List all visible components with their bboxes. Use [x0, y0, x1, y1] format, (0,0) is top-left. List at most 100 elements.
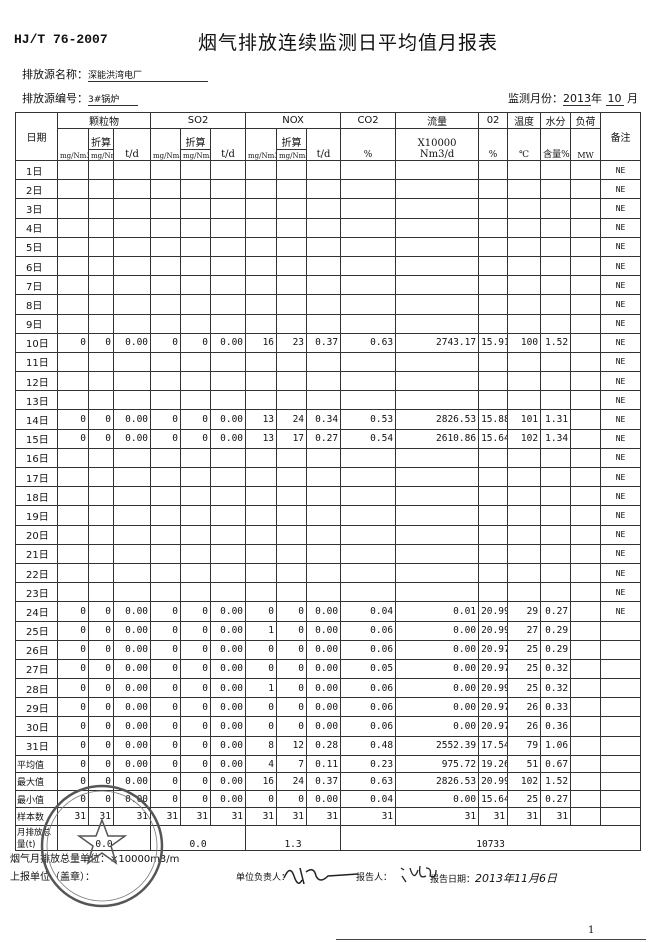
value-cell — [570, 754, 602, 774]
value-cell — [88, 390, 114, 411]
value-cell — [210, 217, 247, 238]
value-cell — [180, 505, 212, 526]
value-cell: 7 — [276, 754, 308, 774]
value-cell — [340, 236, 397, 257]
table-row: 5日 NE — [15, 236, 642, 257]
value-cell — [306, 505, 342, 526]
value-cell: 0 — [245, 639, 278, 660]
value-cell — [245, 179, 278, 200]
value-cell — [112, 179, 152, 200]
table-row: 19日 NE — [15, 505, 642, 526]
value-cell: 16 — [245, 772, 278, 791]
value-cell — [57, 447, 89, 469]
value-cell: 0 — [150, 409, 182, 430]
value-cell — [112, 543, 152, 564]
row-date: 8日 — [15, 294, 58, 315]
row-date: 10日 — [15, 332, 58, 353]
value-cell — [507, 543, 542, 564]
value-cell: 26 — [507, 716, 542, 737]
value-cell — [276, 179, 308, 200]
value-cell: 0.06 — [340, 697, 397, 718]
value-cell: 0.23 — [340, 754, 397, 774]
value-cell — [306, 390, 342, 411]
value-cell — [570, 179, 602, 200]
table-row: 30日 0 0 0.00 0 0 0.00 0 0 0.00 0.06 0.00 20.97 26 0.36 — [15, 716, 642, 737]
value-cell — [340, 447, 397, 469]
value-cell — [150, 198, 182, 219]
value-cell: 0.63 — [340, 772, 397, 791]
value-cell: 0.28 — [306, 735, 342, 756]
value-cell — [112, 505, 152, 526]
value-cell: 0.00 — [395, 789, 480, 809]
value-cell — [306, 351, 342, 373]
value-cell — [88, 447, 114, 469]
report-date-value: 2013年11月6日 — [475, 872, 558, 885]
reporting-unit-label: 上报单位（盖章）： — [10, 872, 95, 883]
value-cell: 0 — [180, 409, 212, 430]
value-cell — [395, 486, 480, 507]
value-cell — [180, 313, 212, 334]
unit-nox-td: t/d — [306, 128, 342, 161]
value-cell — [57, 562, 89, 584]
row-date: 30日 — [15, 716, 58, 737]
value-cell — [340, 351, 397, 373]
official-stamp — [40, 784, 164, 908]
row-date: 6日 — [15, 255, 58, 277]
value-cell — [245, 313, 278, 334]
value-cell — [570, 789, 602, 809]
value-cell: 15.91 — [478, 332, 509, 353]
table-row: 12日 NE — [15, 371, 642, 392]
value-cell — [570, 807, 602, 826]
header-flow: 流量 — [395, 112, 480, 129]
value-cell — [570, 772, 602, 791]
value-cell — [88, 582, 114, 603]
value-cell — [150, 390, 182, 411]
value-cell: 0 — [245, 716, 278, 737]
value-cell: 0.00 — [112, 754, 152, 774]
value-cell: 0.00 — [112, 332, 152, 353]
value-cell — [112, 159, 152, 181]
value-cell: 31 — [395, 807, 480, 826]
value-cell — [340, 179, 397, 200]
table-row: 17日 NE — [15, 466, 642, 488]
value-cell: 19.26 — [478, 754, 509, 774]
value-cell — [112, 198, 152, 219]
value-cell — [395, 217, 480, 238]
row-date: 11日 — [15, 351, 58, 373]
value-cell — [478, 294, 509, 315]
value-cell — [88, 486, 114, 507]
value-cell: 0 — [57, 716, 89, 737]
value-cell: 13 — [245, 409, 278, 430]
value-cell: 0 — [276, 658, 308, 680]
value-cell — [507, 255, 542, 277]
value-cell: 0 — [57, 601, 89, 622]
value-cell — [57, 371, 89, 392]
value-cell: 25 — [507, 658, 542, 680]
value-cell — [180, 371, 212, 392]
value-cell: 31 — [306, 807, 342, 826]
value-cell — [210, 255, 247, 277]
value-cell — [340, 524, 397, 545]
value-cell: 0 — [276, 601, 308, 622]
value-cell — [245, 294, 278, 315]
value-cell — [478, 371, 509, 392]
reporter-label: 报告人： — [356, 873, 393, 883]
value-cell — [570, 543, 602, 564]
value-cell: 0.00 — [112, 409, 152, 430]
report-date-label: 报告日期： — [430, 875, 476, 885]
row-date: 24日 — [15, 601, 58, 622]
note-cell: NE — [600, 543, 642, 564]
note-cell: NE — [600, 275, 642, 296]
value-cell — [210, 486, 247, 507]
value-cell — [180, 524, 212, 545]
value-cell — [180, 390, 212, 411]
value-cell — [340, 486, 397, 507]
value-cell — [478, 236, 509, 257]
row-date: 19日 — [15, 505, 58, 526]
value-cell — [395, 313, 480, 334]
value-cell — [57, 236, 89, 257]
value-cell — [340, 562, 397, 584]
value-cell — [150, 217, 182, 238]
value-cell: 0 — [88, 409, 114, 430]
unit-so2-raw: mg/Nm3 — [150, 128, 182, 161]
